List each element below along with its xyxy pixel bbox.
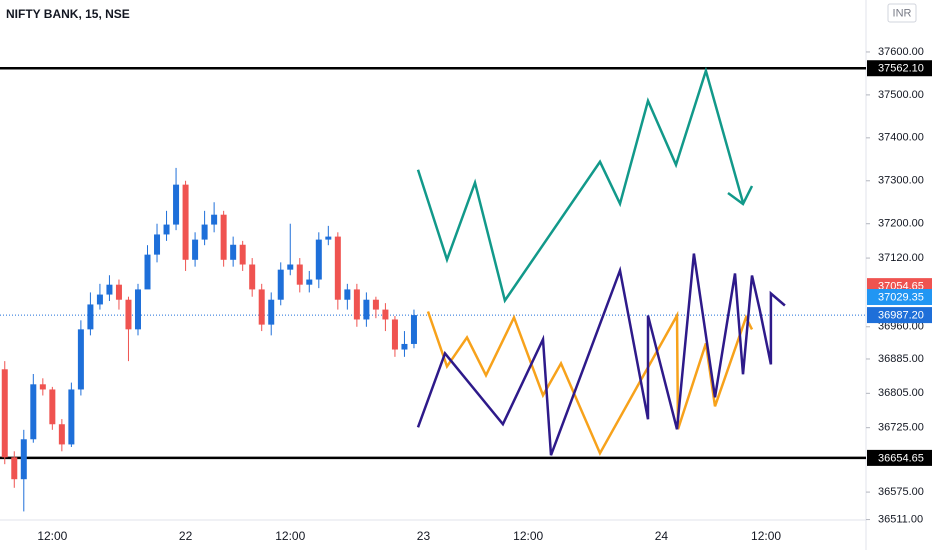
candle-body	[363, 299, 370, 320]
candle-body	[287, 264, 294, 270]
price-badge-label: 37029.35	[878, 291, 924, 303]
candle-body	[30, 384, 37, 440]
price-badge-label: 36987.20	[878, 309, 924, 321]
candle-body	[134, 289, 141, 330]
y-tick-label: 36575.00	[878, 486, 924, 498]
candle-body	[239, 244, 246, 265]
candle-body	[277, 269, 284, 300]
candle-body	[49, 389, 56, 425]
price-badge	[867, 60, 932, 77]
y-tick-label: 37120.00	[878, 252, 924, 264]
price-axis: 37600.00 37500.00 37400.00 37300.00 37200.00…	[866, 46, 932, 525]
candle-body	[173, 184, 180, 225]
x-tick-label: 12:00	[275, 529, 305, 543]
candle-body	[325, 236, 332, 240]
candle-body	[39, 384, 46, 390]
x-tick-label: 23	[417, 529, 431, 543]
candle-body	[315, 239, 322, 280]
y-tick-label: 36725.00	[878, 422, 924, 434]
plot-area	[0, 66, 866, 512]
candle-body	[58, 424, 65, 445]
candle-body	[96, 294, 103, 305]
candle-body	[182, 184, 189, 260]
y-tick-label: 37500.00	[878, 89, 924, 101]
candle-body	[258, 289, 265, 325]
candle-body	[382, 309, 389, 320]
candle-body	[268, 299, 275, 325]
candle-body	[410, 315, 417, 344]
x-tick-label: 12:00	[751, 529, 781, 543]
y-tick-label: 36805.00	[878, 387, 924, 399]
candle-body	[391, 319, 398, 350]
candle-body	[372, 299, 379, 310]
trend-drawing	[426, 310, 754, 457]
x-tick-label: 12:00	[513, 529, 543, 543]
candle-body	[344, 289, 351, 300]
currency-badge[interactable]	[887, 3, 917, 23]
candle-body	[77, 329, 84, 390]
arrow-head	[727, 185, 754, 206]
price-badge	[867, 288, 932, 305]
trend-drawing	[416, 66, 745, 304]
currency-label[interactable]: INR	[893, 7, 912, 19]
price-badge	[867, 449, 932, 466]
trend-drawing	[416, 253, 786, 456]
candle-body	[353, 289, 360, 320]
candle-body	[211, 214, 218, 225]
y-tick-label: 37400.00	[878, 132, 924, 144]
candle-body	[144, 254, 151, 290]
candle-body	[249, 264, 256, 290]
candle-body	[154, 234, 161, 255]
y-tick-label: 36960.00	[878, 321, 924, 333]
candle-body	[11, 457, 18, 480]
candle-body	[1, 369, 8, 458]
candle-body	[125, 299, 132, 330]
candle-body	[230, 244, 237, 260]
x-tick-label: 12:00	[37, 529, 67, 543]
y-tick-label: 37600.00	[878, 46, 924, 58]
candle-body	[68, 389, 75, 445]
chart-title: NIFTY BANK, 15, NSE	[6, 7, 130, 21]
candle-body	[20, 439, 27, 480]
candle-body	[220, 214, 227, 260]
candle-body	[87, 304, 94, 330]
candle-body	[201, 224, 208, 240]
x-tick-label: 22	[179, 529, 193, 543]
y-tick-label: 37300.00	[878, 175, 924, 187]
candle-body	[106, 284, 113, 295]
candle-body	[306, 279, 313, 285]
y-tick-label: 36511.00	[878, 513, 923, 525]
price-badge-label: 37562.10	[878, 63, 924, 75]
y-tick-label: 36885.00	[878, 353, 924, 365]
candle-body	[334, 236, 341, 300]
candle-body	[192, 239, 199, 260]
candle-body	[115, 284, 122, 300]
price-badge-label: 36654.65	[878, 452, 924, 464]
candle-body	[401, 343, 408, 350]
x-tick-label: 24	[655, 529, 669, 543]
candle-body	[163, 224, 170, 235]
y-tick-label: 37200.00	[878, 218, 924, 230]
candle-body	[296, 264, 303, 285]
price-badge	[867, 307, 932, 324]
